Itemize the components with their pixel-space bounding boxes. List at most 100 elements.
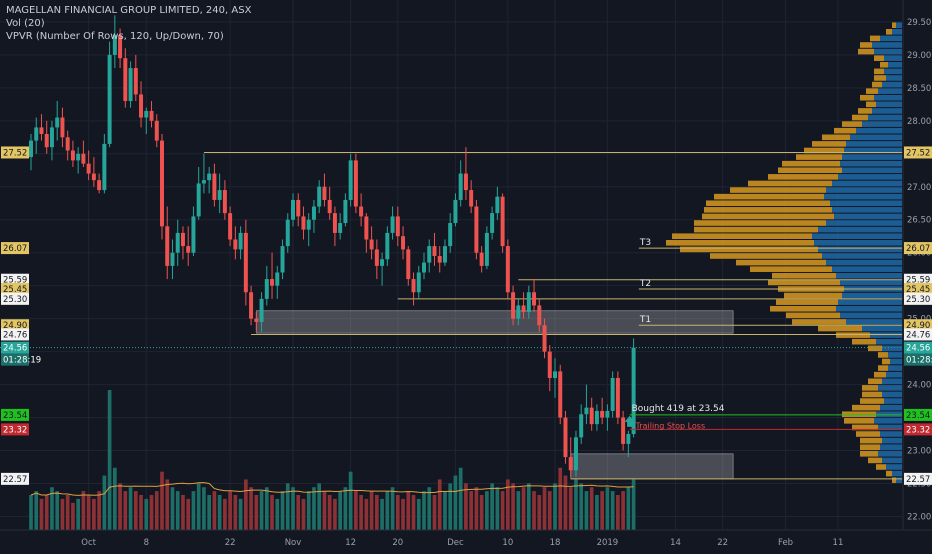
volume-profile-up-bar	[872, 42, 902, 48]
volume-profile-down-bar	[876, 464, 886, 470]
support-zone-box	[255, 310, 734, 334]
left-price-marker-label: 23.32	[3, 425, 27, 435]
volume-profile-down-bar	[858, 48, 874, 55]
volume-profile-down-bar	[784, 292, 842, 299]
bar-countdown-label-background	[904, 353, 932, 366]
time-axis-tick-label: 2019	[597, 538, 619, 548]
volume-profile-up-bar	[862, 325, 902, 332]
left-price-marker-label-background	[1, 319, 29, 332]
candle-body	[133, 68, 138, 95]
volume-bar	[317, 483, 322, 530]
volume-profile-up-bar	[838, 174, 902, 180]
volume-bar	[506, 479, 510, 530]
candle-body	[422, 262, 426, 273]
vpvr-indicator-label: VPVR (Number Of Rows, 120, Up/Down, 70)	[6, 31, 224, 42]
candle-body	[563, 417, 568, 458]
volume-profile-down-bar	[750, 266, 832, 272]
candle-body	[154, 120, 159, 141]
price-axis-tick-label: 28.50	[907, 84, 931, 94]
buy-arrow-icon	[624, 415, 635, 427]
volume-bar	[595, 495, 599, 530]
volume-bar	[175, 491, 180, 530]
volume-profile-down-bar	[868, 378, 882, 385]
volume-profile-down-bar	[736, 259, 826, 266]
candle-body	[521, 305, 526, 313]
price-axis-tick-label: 28.00	[907, 117, 931, 127]
volume-profile-up-bar	[882, 378, 902, 385]
candle-body	[437, 255, 442, 263]
volume-bar	[348, 471, 353, 530]
candle-body	[112, 35, 117, 55]
volume-bar	[327, 495, 332, 530]
candle-body	[327, 199, 332, 214]
volume-bar	[485, 491, 489, 530]
volume-bar	[71, 502, 75, 530]
candle-body	[359, 206, 364, 217]
time-axis-background	[0, 530, 932, 550]
volume-profile-up-bar	[826, 220, 902, 226]
candle-body	[175, 232, 180, 253]
volume-profile-down-bar	[706, 200, 830, 207]
candle-body	[311, 206, 316, 220]
volume-profile-down-bar	[874, 55, 884, 61]
price-axis-marker-label-background	[904, 472, 932, 485]
volume-profile-up-bar	[882, 391, 902, 398]
candle-body	[264, 279, 269, 299]
left-price-marker-label: 25.45	[3, 285, 27, 295]
volume-profile-down-bar	[694, 220, 826, 226]
volume-profile-up-bar	[882, 345, 902, 352]
volume-bar	[128, 487, 133, 530]
candle-body	[511, 292, 516, 319]
volume-bar	[600, 491, 604, 530]
volume-profile-down-bar	[844, 418, 874, 424]
volume-bar	[165, 479, 170, 530]
volume-bar	[149, 495, 154, 530]
volume-bar	[76, 498, 80, 530]
volume-profile-up-bar	[862, 121, 902, 127]
volume-bar	[553, 483, 557, 530]
volume-bar	[406, 491, 411, 530]
candle-body	[39, 127, 44, 135]
candle-body	[243, 232, 248, 293]
volume-bar	[416, 498, 421, 530]
candle-body	[249, 292, 254, 319]
volume-bar	[411, 495, 416, 530]
volume-profile-down-bar	[866, 101, 876, 108]
price-axis-marker-label: 26.07	[906, 244, 930, 254]
volume-bar	[621, 491, 625, 530]
volume-profile-up-bar	[888, 61, 902, 68]
volume-profile-up-bar	[880, 404, 902, 411]
chart-title: MAGELLAN FINANCIAL GROUP LIMITED, 240, A…	[6, 5, 252, 16]
left-price-marker-label: 25.59	[3, 276, 27, 286]
volume-bar	[244, 479, 248, 530]
volume-bar	[453, 475, 458, 530]
volume-profile-up-bar	[876, 411, 902, 418]
volume-profile-down-bar	[860, 437, 882, 444]
volume-bar	[574, 479, 578, 530]
volume-profile-up-bar	[874, 418, 902, 424]
volume-profile-up-bar	[870, 332, 902, 338]
price-axis-marker-label-background	[904, 423, 932, 436]
volume-profile-down-bar	[892, 22, 896, 29]
volume-profile-up-bar	[892, 470, 902, 477]
candle-body	[306, 219, 311, 230]
volume-bar	[44, 495, 49, 530]
candle-body	[118, 35, 123, 59]
candle-body	[139, 94, 144, 118]
volume-profile-up-bar	[878, 451, 902, 457]
volume-bar	[202, 487, 206, 530]
volume-profile-up-bar	[878, 88, 902, 94]
left-price-marker-label: 24.76	[3, 330, 27, 340]
volume-profile-down-bar	[792, 319, 846, 325]
volume-profile-down-bar	[782, 160, 840, 167]
time-axis-tick-label: 12	[345, 538, 356, 548]
candle-body	[427, 246, 432, 263]
volume-bar	[458, 467, 463, 530]
left-price-marker-label-background	[1, 341, 29, 354]
left-price-marker-label: 26.07	[3, 244, 27, 254]
volume-profile-up-bar	[850, 134, 902, 141]
volume-profile-up-bar	[826, 187, 902, 193]
volume-bar	[139, 495, 143, 530]
